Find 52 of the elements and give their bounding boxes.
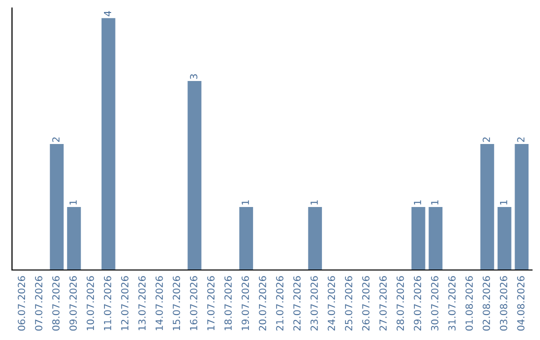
bar (411, 207, 426, 270)
x-tick-label: 23.07.2026 (310, 276, 318, 331)
x-tick-label: 16.07.2026 (190, 276, 198, 330)
x-tick-label: 11.07.2026 (104, 276, 112, 330)
bar (498, 207, 512, 270)
bar (102, 18, 116, 270)
data-label: 1 (414, 200, 422, 205)
x-tick-label: 29.07.2026 (414, 276, 422, 331)
bar (480, 144, 494, 270)
bar (308, 207, 322, 270)
x-tick-label: 18.07.2026 (224, 276, 232, 330)
x-tick-label: 21.07.2026 (276, 276, 284, 331)
x-tick-label: 30.07.2026 (431, 276, 438, 330)
data-label: 4 (104, 11, 112, 16)
data-label: 1 (431, 200, 438, 205)
data-label: 2 (482, 137, 490, 142)
x-tick-label: 31.07.2026 (448, 276, 456, 330)
x-tick-label: 03.08.2026 (500, 276, 508, 331)
x-tick-label: 22.07.2026 (293, 276, 301, 331)
x-tick-label: 24.07.2026 (328, 276, 336, 331)
data-label: 1 (310, 200, 318, 205)
data-label: 1 (70, 200, 77, 205)
x-tick-label: 14.07.2026 (156, 276, 163, 330)
bar (188, 81, 202, 270)
x-tick-label: 25.07.2026 (344, 276, 352, 331)
x-tick-label: 07.07.2026 (35, 276, 42, 331)
x-tick-label: 04.08.2026 (517, 276, 524, 331)
x-tick-label: 19.07.2026 (242, 276, 249, 330)
bar (50, 144, 64, 270)
x-tick-label: 02.08.2026 (482, 276, 490, 331)
x-tick-label: 12.07.2026 (121, 276, 128, 330)
data-label: 3 (190, 74, 198, 79)
x-tick-label: 28.07.2026 (396, 276, 404, 331)
x-tick-label: 15.07.2026 (172, 276, 180, 330)
bar (239, 207, 254, 270)
x-tick-label: 27.07.2026 (379, 276, 387, 331)
data-label: 2 (517, 137, 524, 142)
x-tick-label: 06.07.2026 (18, 276, 26, 331)
x-tick-label: 09.07.2026 (69, 276, 77, 331)
bar (428, 207, 442, 270)
x-tick-label: 20.07.2026 (258, 276, 266, 331)
x-tick-label: 10.07.2026 (86, 276, 94, 330)
x-tick-label: 01.08.2026 (465, 276, 473, 331)
x-tick-label: 26.07.2026 (362, 276, 370, 331)
x-tick-label: 17.07.2026 (207, 276, 215, 330)
data-label: 1 (242, 200, 249, 205)
bar (67, 207, 81, 270)
x-tick-label: 08.07.2026 (52, 276, 60, 331)
bar (514, 144, 529, 270)
data-label: 2 (52, 137, 60, 142)
x-tick-label: 13.07.2026 (138, 276, 146, 330)
data-label: 1 (500, 200, 508, 205)
